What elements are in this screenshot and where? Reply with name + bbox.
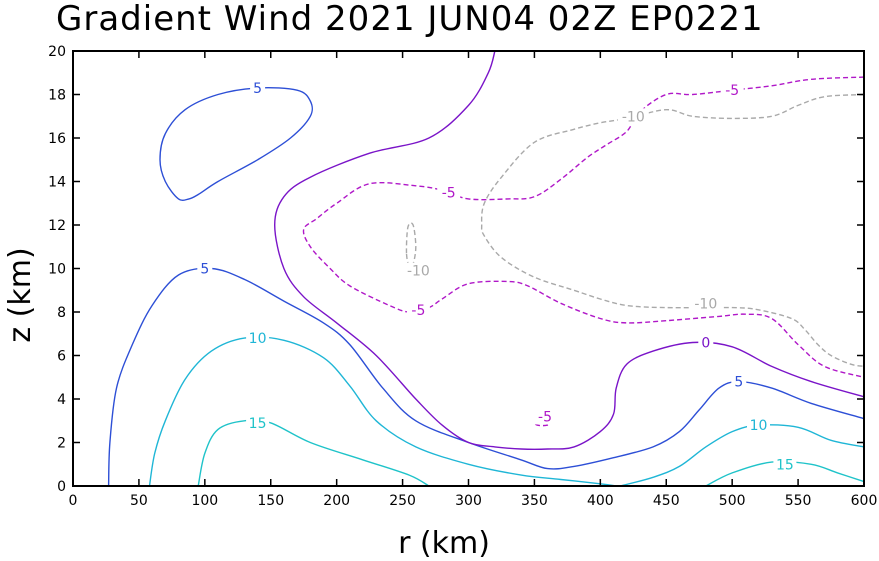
contour-5-5 xyxy=(159,86,314,202)
contour-label-background xyxy=(402,262,434,279)
contour-label-minus-5-8: -5 xyxy=(725,83,739,99)
x-tick-label: 550 xyxy=(785,493,812,509)
contour-label-background xyxy=(773,456,797,473)
contour-label-0-7: 0 xyxy=(701,336,710,352)
contour-lines xyxy=(107,50,865,487)
contour-label-background xyxy=(747,417,770,434)
contour-label-background xyxy=(406,301,430,318)
contour-label-10-4: 10 xyxy=(750,418,768,434)
contour-10-2 xyxy=(148,336,617,487)
contour-15-0 xyxy=(197,419,430,487)
x-tick-label: 350 xyxy=(521,493,548,509)
y-tick-label: 18 xyxy=(48,88,66,104)
contour-label-background xyxy=(698,334,714,351)
contour-minus-5-7 xyxy=(302,76,865,378)
y-axis-ticks: 0 2 4 6 8 10 12 14 16 18 20 xyxy=(48,44,864,495)
y-tick-label: 0 xyxy=(57,479,66,495)
contour-label-15-6: 15 xyxy=(776,457,794,473)
contour-label-10-3: 10 xyxy=(249,331,267,347)
x-tick-label: 200 xyxy=(323,493,350,509)
y-tick-label: 2 xyxy=(57,436,66,452)
contour-label-background xyxy=(720,82,744,99)
y-tick-label: 4 xyxy=(57,392,66,408)
y-tick-label: 12 xyxy=(48,218,66,234)
x-tick-label: 50 xyxy=(130,493,148,509)
contour-label-15-5: 15 xyxy=(249,416,267,432)
contour-minus-10-10 xyxy=(405,222,417,268)
x-tick-label: 600 xyxy=(851,493,878,509)
x-tick-label: 450 xyxy=(653,493,680,509)
contour-0-6 xyxy=(273,50,865,450)
contour-minus-10-9 xyxy=(480,93,865,368)
contour-label-background xyxy=(250,80,266,96)
contour-label-minus-5-10: -5 xyxy=(411,303,425,319)
y-tick-label: 14 xyxy=(48,175,66,191)
y-axis-label: z (km) xyxy=(3,247,38,342)
contour-label-background xyxy=(533,408,557,425)
x-axis-ticks: 0 50 100 150 200 250 300 350 400 450 500 550 600 xyxy=(69,51,878,509)
x-tick-label: 150 xyxy=(257,493,284,509)
contour-label-background xyxy=(246,330,270,347)
x-tick-label: 250 xyxy=(389,493,416,509)
contour-label-5-0: 5 xyxy=(253,81,262,97)
contour-label-minus-5-9: -5 xyxy=(442,185,456,201)
plot-frame xyxy=(72,50,865,487)
contour-label-minus-10-14: -10 xyxy=(694,296,717,312)
x-tick-label: 300 xyxy=(455,493,482,509)
contour-5-4 xyxy=(107,267,865,487)
contour-label-background xyxy=(690,295,722,312)
contour-label-background xyxy=(197,260,213,277)
contour-label-background xyxy=(617,108,649,125)
y-tick-label: 10 xyxy=(48,262,66,278)
chart-title: Gradient Wind 2021 JUN04 02Z EP0221 xyxy=(56,0,764,39)
x-tick-label: 500 xyxy=(719,493,746,509)
x-tick-label: 100 xyxy=(191,493,218,509)
x-tick-label: 0 xyxy=(69,493,78,509)
y-tick-label: 20 xyxy=(48,44,66,60)
contour-labels: 5 5 5 10 10 15 15 0 -5 -5 -5 -5 -10 -10 -10 xyxy=(197,80,797,473)
x-tick-label: 400 xyxy=(587,493,614,509)
contour-label-5-2: 5 xyxy=(734,375,743,391)
contour-label-5-1: 5 xyxy=(200,262,209,278)
contour-label-background xyxy=(437,184,461,201)
contour-label-minus-5-11: -5 xyxy=(538,409,552,425)
y-tick-label: 8 xyxy=(57,305,66,321)
y-tick-label: 16 xyxy=(48,131,66,147)
contour-label-minus-10-12: -10 xyxy=(622,109,645,125)
x-axis-label: r (km) xyxy=(398,526,490,561)
contour-label-minus-10-13: -10 xyxy=(407,264,430,280)
contour-label-background xyxy=(246,414,270,431)
contour-label-background xyxy=(731,373,747,390)
y-tick-label: 6 xyxy=(57,349,66,365)
contour-10-3 xyxy=(619,424,865,487)
